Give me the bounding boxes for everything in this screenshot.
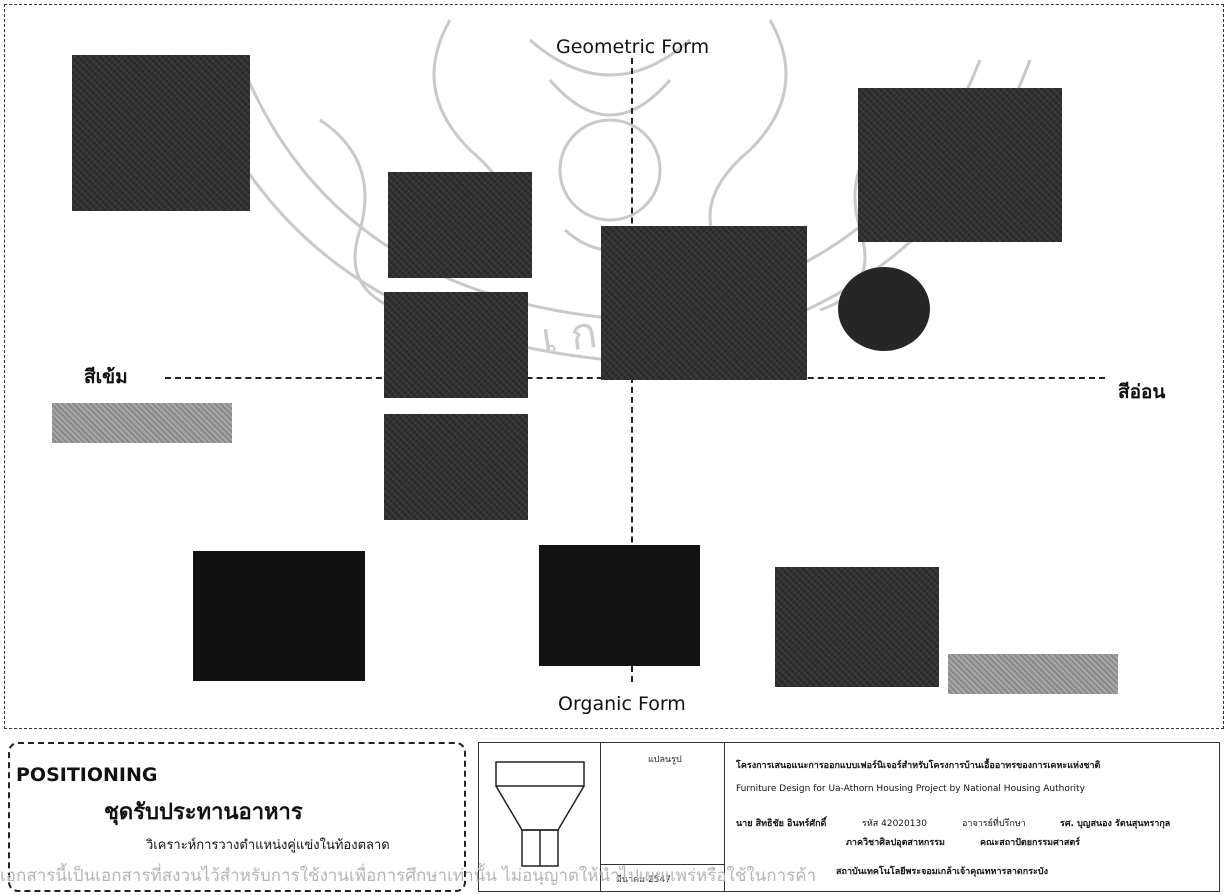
product-image (948, 654, 1118, 694)
watermark-footer-text: เอกสารนี้เป็นเอกสารที่สงวนไว้สำหรับการใช… (0, 866, 817, 886)
product-sketch (495, 761, 585, 867)
project-title-thai: โครงการเสนอแนะการออกแบบเฟอร์นิเจอร์สำหรั… (736, 761, 1101, 771)
student-id: รหัส 42020130 (862, 819, 927, 829)
product-image (601, 226, 807, 380)
positioning-description: วิเคราะห์การวางตำแหน่งคู่แข่งในท้องตลาด (146, 838, 390, 853)
department: ภาควิชาศิลปอุตสาหกรรม (846, 838, 945, 848)
advisor-name: รศ. บุญสนอง รัตนสุนทรากุล (1060, 819, 1171, 829)
positioning-subtitle: ชุดรับประทานอาหาร (104, 799, 303, 825)
title-block-divider (600, 742, 601, 892)
title-block (478, 742, 1220, 892)
product-image (193, 551, 365, 681)
advisor-label: อาจารย์ที่ปรึกษา (962, 819, 1026, 829)
axis-label-top: Geometric Form (556, 36, 710, 58)
axis-label-left: สีเข้ม (84, 366, 128, 388)
student-name: นาย สิทธิชัย อินทร์ศักดิ์ (736, 819, 827, 829)
product-image (838, 267, 930, 351)
positioning-box (8, 742, 466, 892)
sheet-label: แปลนรูป (648, 755, 682, 765)
product-image (72, 55, 250, 211)
product-image (539, 545, 700, 666)
institute: สถาบันเทคโนโลยีพระจอมเกล้าเจ้าคุณทหารลาด… (836, 867, 1048, 877)
title-block-divider (724, 742, 725, 892)
product-image (52, 403, 232, 443)
faculty: คณะสถาปัตยกรรมศาสตร์ (980, 838, 1081, 848)
positioning-title: POSITIONING (16, 764, 158, 786)
product-image (858, 88, 1062, 242)
axis-label-bottom: Organic Form (558, 693, 686, 715)
product-image (388, 172, 532, 278)
product-image (384, 414, 528, 520)
product-image (775, 567, 939, 687)
sheet-caption: มีนาคม 2547 (616, 875, 671, 885)
axis-label-right: สีอ่อน (1118, 381, 1166, 403)
project-title-english: Furniture Design for Ua-Athorn Housing P… (736, 784, 1085, 794)
chart-frame (4, 4, 1224, 729)
title-block-divider (600, 864, 724, 865)
product-image (384, 292, 528, 398)
